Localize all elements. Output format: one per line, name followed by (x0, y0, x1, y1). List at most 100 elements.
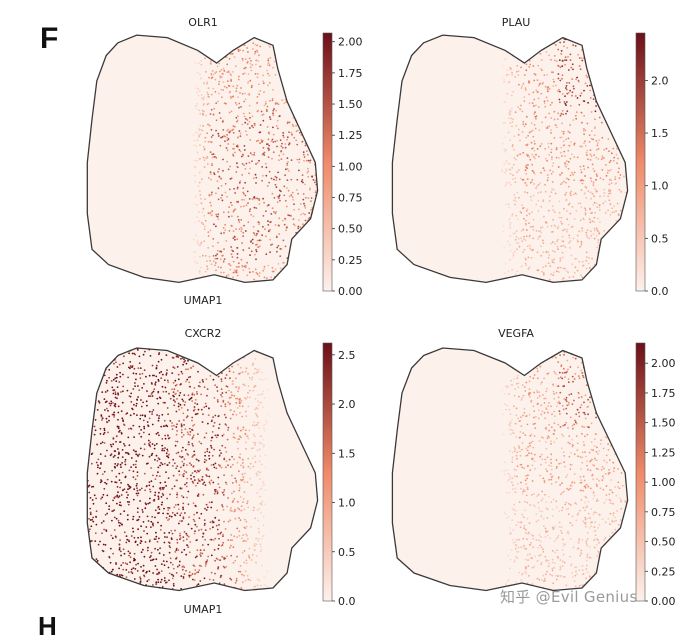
data-point (511, 269, 513, 271)
data-point (290, 131, 293, 134)
data-point (234, 517, 237, 520)
colorbar-tick-label: 2.0 (651, 74, 669, 87)
data-point (589, 469, 592, 472)
data-point (594, 118, 596, 121)
data-point (207, 235, 210, 237)
data-point (613, 156, 616, 159)
data-point (624, 499, 627, 502)
data-point (526, 488, 529, 491)
data-point (246, 261, 249, 264)
data-point (585, 256, 588, 259)
data-point (242, 426, 245, 429)
data-point (107, 409, 109, 412)
data-point (182, 508, 185, 511)
data-point (588, 266, 591, 269)
data-point (200, 59, 203, 62)
data-point (565, 59, 568, 61)
data-point (581, 539, 584, 541)
data-point (211, 156, 214, 159)
data-point (152, 374, 154, 377)
data-point (137, 536, 140, 539)
data-point (590, 448, 593, 451)
data-point (521, 492, 524, 495)
data-point (246, 119, 249, 121)
data-point (571, 482, 573, 484)
data-point (227, 497, 230, 499)
data-point (560, 462, 562, 465)
data-point (216, 249, 219, 252)
data-point (228, 458, 231, 461)
data-point (568, 401, 570, 404)
data-point (569, 468, 572, 471)
data-point (550, 478, 553, 481)
data-point (209, 260, 212, 262)
data-point (506, 69, 509, 72)
data-point (217, 547, 220, 550)
data-point (580, 549, 583, 552)
data-point (559, 41, 561, 44)
data-point (203, 549, 206, 551)
data-point (249, 477, 252, 480)
data-point (573, 218, 576, 220)
data-point (259, 584, 262, 587)
data-point (533, 149, 536, 152)
data-point (102, 433, 105, 436)
data-point (540, 231, 542, 234)
data-point (524, 532, 527, 534)
data-point (597, 527, 599, 529)
data-point (306, 150, 308, 153)
data-point (572, 576, 574, 578)
data-point (301, 178, 304, 181)
data-point (525, 115, 528, 118)
data-point (182, 517, 185, 520)
data-point (535, 539, 538, 541)
data-point (554, 562, 556, 565)
data-point (244, 579, 247, 582)
data-point (242, 465, 245, 467)
data-point (584, 209, 587, 212)
data-point (531, 102, 534, 105)
data-point (550, 142, 553, 145)
data-point (262, 515, 265, 518)
data-point (199, 194, 202, 196)
data-point (229, 73, 232, 75)
colorbar (635, 342, 646, 602)
data-point (616, 202, 619, 205)
data-point (157, 457, 160, 460)
data-point (193, 250, 196, 253)
data-point (514, 76, 517, 78)
data-point (550, 242, 552, 245)
data-point (593, 445, 596, 447)
data-point (258, 368, 261, 371)
data-point (552, 432, 555, 435)
data-point (535, 117, 537, 120)
data-point (578, 103, 581, 106)
data-point (210, 73, 213, 75)
data-point (269, 100, 271, 102)
data-point (139, 581, 142, 583)
data-point (92, 520, 95, 523)
data-point (576, 442, 579, 445)
data-point (541, 69, 543, 71)
data-point (106, 379, 108, 382)
data-point (544, 116, 547, 119)
data-point (603, 192, 606, 194)
data-point (194, 234, 197, 237)
data-point (122, 390, 124, 393)
data-point (571, 375, 574, 378)
data-point (223, 520, 225, 523)
data-point (570, 66, 573, 69)
data-point (121, 471, 124, 474)
data-point (571, 171, 573, 174)
data-point (154, 565, 157, 567)
data-point (143, 472, 146, 475)
data-point (178, 394, 181, 397)
data-point (128, 352, 131, 355)
data-point (126, 389, 129, 392)
data-point (139, 373, 141, 375)
data-point (514, 448, 516, 450)
data-point (255, 472, 258, 475)
data-point (513, 475, 516, 477)
data-point (204, 57, 207, 60)
data-point (592, 181, 595, 184)
